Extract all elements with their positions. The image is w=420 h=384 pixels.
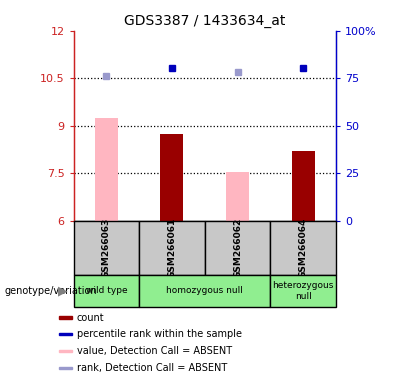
- Bar: [58, 350, 72, 352]
- FancyBboxPatch shape: [270, 275, 336, 307]
- Text: GSM266063: GSM266063: [102, 218, 111, 278]
- FancyBboxPatch shape: [139, 221, 205, 275]
- Text: GSM266061: GSM266061: [168, 218, 176, 278]
- FancyBboxPatch shape: [74, 221, 139, 275]
- Text: homozygous null: homozygous null: [166, 286, 243, 295]
- FancyBboxPatch shape: [74, 275, 139, 307]
- Text: GSM266064: GSM266064: [299, 217, 308, 278]
- FancyBboxPatch shape: [205, 221, 270, 275]
- Bar: [58, 333, 72, 336]
- Text: genotype/variation: genotype/variation: [4, 286, 97, 296]
- Text: value, Detection Call = ABSENT: value, Detection Call = ABSENT: [77, 346, 232, 356]
- Title: GDS3387 / 1433634_at: GDS3387 / 1433634_at: [124, 14, 286, 28]
- FancyBboxPatch shape: [139, 275, 270, 307]
- Text: wild type: wild type: [86, 286, 127, 295]
- Text: GSM266062: GSM266062: [233, 218, 242, 278]
- FancyBboxPatch shape: [270, 221, 336, 275]
- Bar: [226, 172, 249, 221]
- Text: heterozygous
null: heterozygous null: [273, 281, 334, 301]
- Text: ▶: ▶: [58, 285, 68, 297]
- Bar: [58, 316, 72, 319]
- Bar: [292, 151, 315, 221]
- Bar: [95, 118, 118, 221]
- Text: count: count: [77, 313, 105, 323]
- Bar: [58, 367, 72, 369]
- Text: percentile rank within the sample: percentile rank within the sample: [77, 329, 242, 339]
- Text: rank, Detection Call = ABSENT: rank, Detection Call = ABSENT: [77, 363, 227, 373]
- Bar: [160, 134, 184, 221]
